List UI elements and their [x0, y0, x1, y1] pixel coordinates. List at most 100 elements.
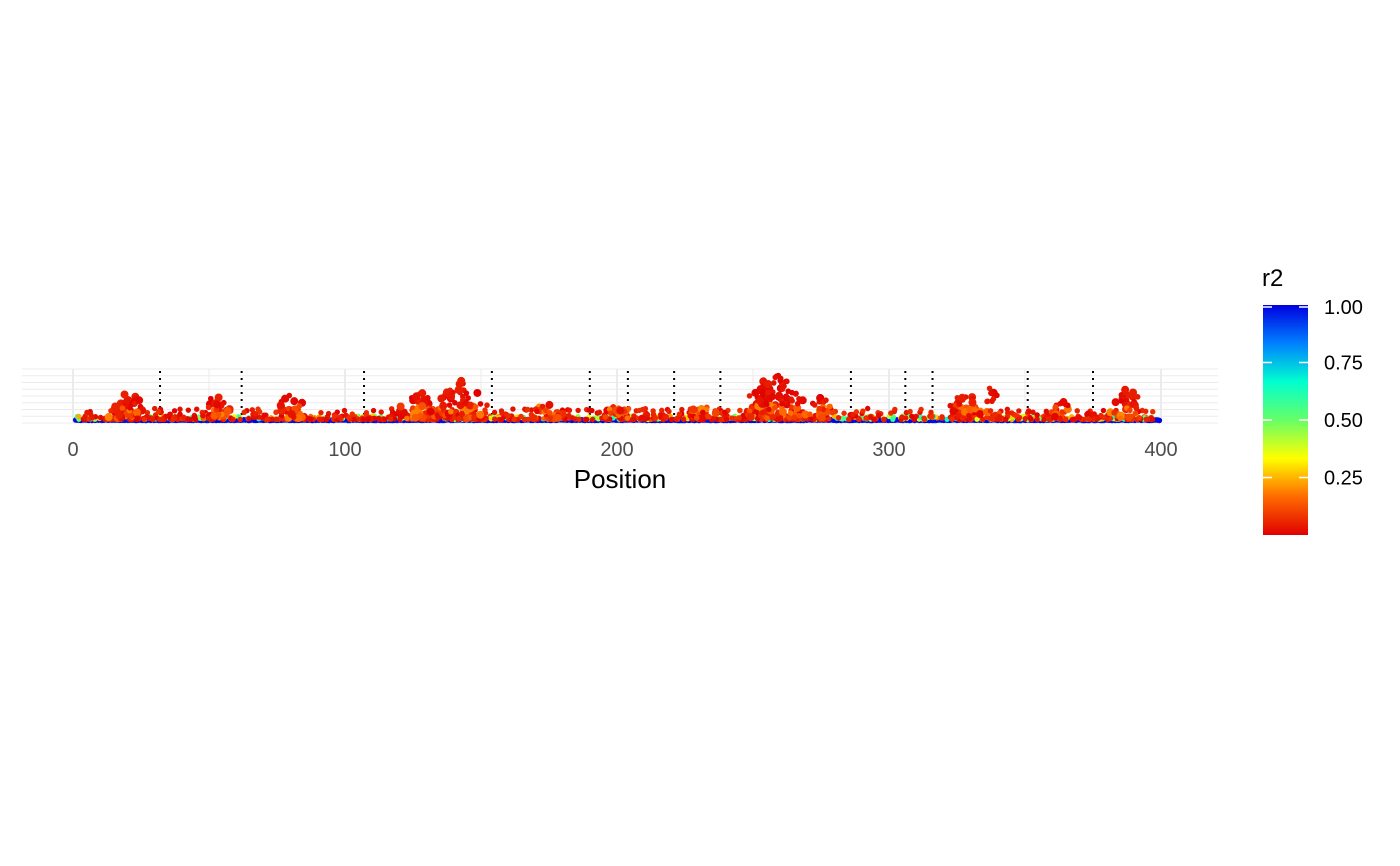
data-point: [816, 395, 823, 401]
x-axis-title: Position: [574, 464, 667, 494]
points-layer: [72, 372, 1163, 424]
data-point: [949, 407, 958, 416]
data-point: [679, 406, 685, 413]
data-point: [473, 388, 482, 397]
data-point: [276, 401, 285, 410]
data-point: [200, 412, 206, 419]
data-point: [378, 409, 384, 415]
data-point: [437, 394, 446, 403]
data-point: [424, 395, 431, 402]
data-point: [1131, 400, 1138, 407]
data-point: [273, 416, 279, 422]
data-point: [988, 390, 994, 396]
data-point: [1094, 416, 1101, 422]
legend-tick-label: 0.50: [1324, 410, 1363, 432]
data-point: [974, 416, 980, 422]
data-point: [666, 408, 672, 415]
data-point: [1156, 417, 1163, 424]
data-point: [76, 413, 82, 420]
data-point: [863, 415, 869, 421]
data-point: [808, 416, 814, 422]
data-point: [472, 404, 479, 410]
data-point: [652, 416, 658, 422]
data-point: [1149, 416, 1155, 422]
data-point: [1063, 416, 1069, 423]
data-point: [779, 386, 786, 392]
data-point: [890, 416, 896, 422]
data-point: [659, 407, 665, 414]
data-point: [596, 409, 603, 416]
data-point: [237, 416, 243, 423]
data-point: [149, 416, 156, 422]
data-point: [331, 413, 338, 419]
data-point: [341, 407, 348, 414]
data-point: [860, 408, 866, 414]
data-point: [88, 411, 94, 418]
data-point: [255, 406, 261, 412]
data-point: [755, 396, 764, 405]
data-point: [737, 407, 743, 414]
data-point: [223, 407, 232, 416]
data-point: [465, 395, 471, 401]
data-point: [1034, 416, 1040, 423]
data-point: [170, 416, 176, 423]
data-point: [477, 401, 484, 407]
data-point: [547, 414, 553, 421]
data-point: [337, 414, 343, 420]
data-point: [697, 414, 706, 423]
data-point: [323, 416, 330, 422]
data-point: [1111, 409, 1117, 416]
data-point: [693, 414, 700, 421]
data-point: [410, 405, 416, 411]
data-point: [115, 410, 124, 419]
data-point: [817, 413, 826, 422]
data-point: [921, 415, 927, 421]
data-point: [290, 414, 297, 420]
data-point: [584, 416, 590, 423]
data-point: [205, 415, 212, 422]
data-point: [689, 405, 698, 414]
data-point: [958, 393, 967, 402]
data-point: [711, 408, 720, 417]
data-point: [351, 416, 357, 423]
legend-ticks: 0.25 0.50 0.75 1.00: [1263, 297, 1363, 490]
data-point: [524, 406, 531, 413]
data-point: [1126, 392, 1132, 399]
data-point: [867, 414, 873, 420]
x-tick-label: 0: [67, 439, 78, 461]
data-point: [784, 402, 790, 409]
data-point: [185, 407, 192, 413]
data-point: [823, 397, 829, 403]
data-point: [553, 413, 562, 422]
data-point: [1050, 412, 1059, 421]
data-point: [1136, 414, 1143, 421]
data-point: [194, 406, 200, 412]
data-point: [511, 416, 517, 423]
data-point: [988, 415, 994, 421]
data-point: [949, 416, 955, 422]
data-point: [968, 398, 977, 407]
data-point: [786, 415, 792, 421]
legend-tick-label: 0.25: [1324, 468, 1363, 490]
data-point: [1074, 408, 1080, 414]
data-point: [1026, 408, 1032, 415]
data-point: [1100, 407, 1107, 414]
data-point: [471, 414, 477, 421]
data-point: [491, 409, 498, 416]
data-point: [376, 416, 382, 423]
data-point: [1003, 416, 1009, 423]
data-point: [127, 404, 133, 411]
data-point: [984, 414, 990, 421]
data-point: [1084, 411, 1090, 417]
data-point: [207, 395, 214, 402]
data-point: [841, 410, 847, 416]
data-point: [389, 409, 396, 415]
data-point: [120, 390, 129, 399]
data-point: [966, 412, 972, 419]
data-point: [772, 404, 778, 411]
data-point: [459, 410, 465, 417]
data-point: [264, 416, 271, 423]
data-point: [576, 416, 582, 423]
